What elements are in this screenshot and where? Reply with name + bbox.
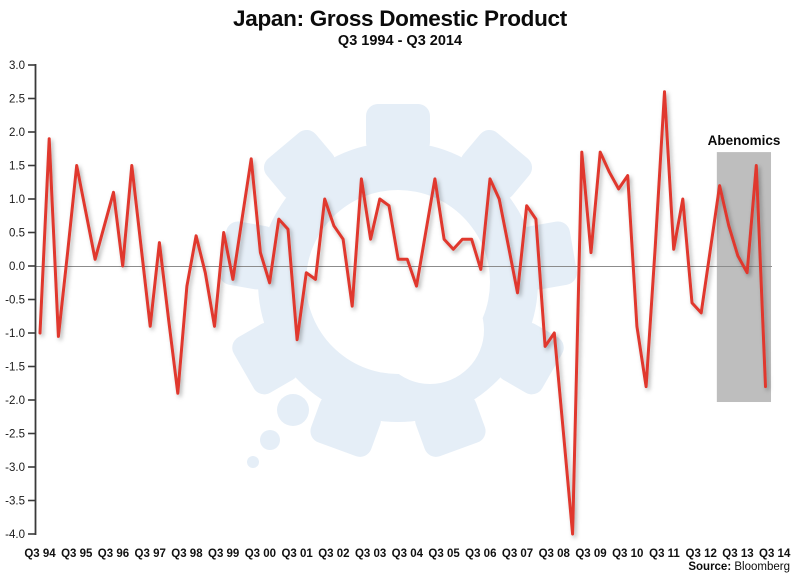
- x-tick-label: Q3 11: [649, 548, 680, 560]
- y-tick-label: -0.5: [5, 294, 25, 306]
- gear-watermark-icon: [219, 104, 577, 468]
- x-tick-label: Q3 97: [135, 548, 166, 560]
- chart-title: Japan: Gross Domestic Product: [233, 6, 567, 31]
- x-tick-label: Q3 01: [281, 548, 313, 560]
- y-tick-label: 2.5: [9, 93, 25, 105]
- y-tick-label: -4.0: [5, 529, 25, 541]
- x-tick-label: Q3 94: [24, 548, 56, 560]
- x-tick-label: Q3 10: [612, 548, 643, 560]
- source-name: Bloomberg: [734, 561, 790, 573]
- x-tick-label: Q3 04: [392, 548, 424, 560]
- abenomics-annotation: Abenomics: [707, 133, 781, 148]
- y-tick-label: 1.5: [9, 160, 25, 172]
- x-tick-label: Q3 09: [575, 548, 606, 560]
- source-label: Source:: [688, 561, 732, 573]
- y-tick-label: -2.0: [5, 395, 25, 407]
- y-tick-label: 3.0: [9, 60, 25, 72]
- y-tick-label: -2.5: [5, 428, 25, 440]
- x-tick-label: Q3 03: [355, 548, 386, 560]
- x-tick-label: Q3 00: [245, 548, 276, 560]
- y-tick-label: -1.0: [5, 328, 25, 340]
- y-tick-label: 0.5: [9, 227, 25, 239]
- x-tick-label: Q3 06: [465, 548, 496, 560]
- chart-subtitle: Q3 1994 - Q3 2014: [337, 33, 463, 49]
- x-tick-label: Q3 14: [759, 548, 791, 560]
- y-tick-label: -3.5: [5, 495, 25, 507]
- x-tick-label: Q3 05: [428, 548, 460, 560]
- x-tick-label: Q3 99: [208, 548, 239, 560]
- highlight-region: [716, 152, 772, 403]
- x-tick-label: Q3 02: [318, 548, 349, 560]
- x-tick-label: Q3 98: [171, 548, 203, 560]
- y-tick-label: 1.0: [9, 194, 25, 206]
- x-tick-label: Q3 08: [539, 548, 571, 560]
- source-line: Source: Bloomberg: [688, 561, 790, 573]
- x-tick-label: Q3 13: [722, 548, 753, 560]
- x-tick-label: Q3 96: [98, 548, 129, 560]
- y-tick-label: 2.0: [9, 127, 25, 139]
- y-tick-label: -1.5: [5, 361, 25, 373]
- x-tick-label: Q3 12: [686, 548, 717, 560]
- gdp-line-series: [38, 90, 767, 536]
- x-tick-label: Q3 95: [61, 548, 93, 560]
- x-tick-label: Q3 07: [502, 548, 533, 560]
- y-tick-label: 0.0: [9, 261, 25, 273]
- y-tick-label: -3.0: [5, 462, 25, 474]
